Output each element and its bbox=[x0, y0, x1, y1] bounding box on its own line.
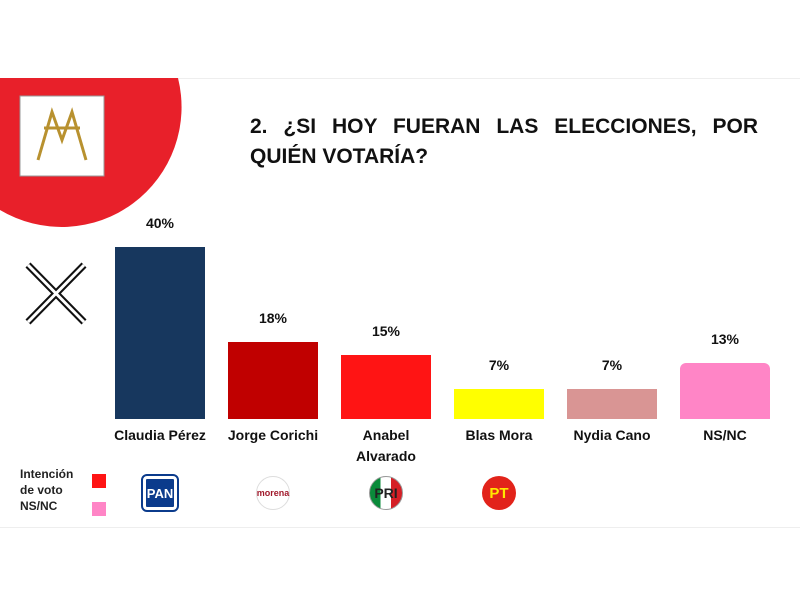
bar bbox=[228, 341, 318, 419]
value-label: 7% bbox=[601, 356, 623, 373]
party-logo: morena bbox=[256, 476, 290, 510]
x-mark-inner bbox=[26, 263, 86, 324]
category-label: Anabel Alvarado bbox=[356, 427, 416, 464]
category-label: NS/NC bbox=[703, 427, 747, 443]
category-label: Jorge Corichi bbox=[227, 427, 319, 443]
value-label: 40% bbox=[145, 215, 175, 231]
party-logo: PRI bbox=[369, 476, 403, 510]
chart-title: 2. ¿SI HOY FUERAN LAS ELECCIONES, POR QU… bbox=[250, 115, 758, 168]
legend-label: NS/NC bbox=[20, 499, 58, 513]
value-label: 15% bbox=[371, 322, 401, 339]
bar bbox=[680, 363, 770, 419]
bar bbox=[341, 354, 431, 419]
value-label: 13% bbox=[710, 331, 740, 348]
legend-swatch bbox=[92, 502, 106, 516]
logo-mark bbox=[36, 107, 88, 161]
value-label: 7% bbox=[488, 356, 510, 373]
slide-frame bbox=[0, 78, 800, 528]
party-logo: PT bbox=[482, 476, 516, 510]
bar bbox=[454, 388, 544, 419]
value-label: 18% bbox=[258, 309, 288, 326]
legend-label: Intención de voto bbox=[20, 467, 74, 497]
party-logo: PAN bbox=[141, 474, 179, 512]
category-label: Claudia Pérez bbox=[114, 427, 206, 443]
bar bbox=[115, 247, 205, 419]
legend-swatch bbox=[92, 474, 106, 488]
bar bbox=[567, 388, 657, 419]
category-label: Blas Mora bbox=[465, 427, 533, 443]
category-label: Nydia Cano bbox=[573, 427, 651, 443]
